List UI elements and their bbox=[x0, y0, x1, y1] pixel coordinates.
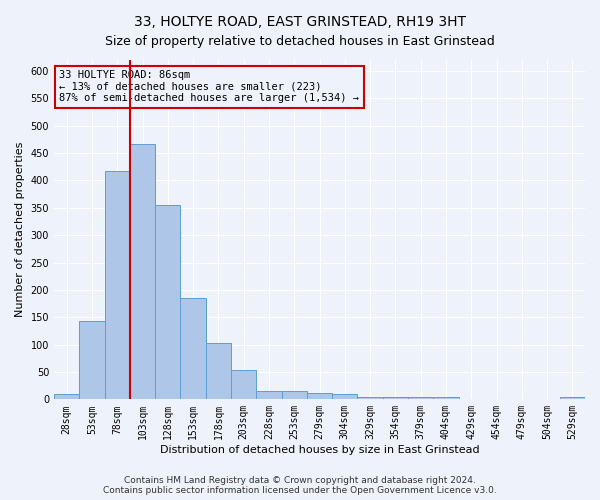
Bar bbox=[54, 394, 79, 400]
Bar bbox=[155, 205, 181, 400]
Bar bbox=[408, 396, 433, 400]
Bar bbox=[130, 144, 155, 400]
Bar bbox=[281, 391, 307, 400]
X-axis label: Distribution of detached houses by size in East Grinstead: Distribution of detached houses by size … bbox=[160, 445, 479, 455]
Bar bbox=[560, 396, 585, 400]
Bar bbox=[307, 393, 332, 400]
Bar bbox=[383, 396, 408, 400]
Bar bbox=[433, 396, 458, 400]
Bar bbox=[206, 343, 231, 400]
Bar bbox=[332, 394, 358, 400]
Text: Size of property relative to detached houses in East Grinstead: Size of property relative to detached ho… bbox=[105, 35, 495, 48]
Bar bbox=[79, 321, 104, 400]
Bar bbox=[104, 171, 130, 400]
Bar bbox=[358, 396, 383, 400]
Bar bbox=[231, 370, 256, 400]
Text: 33, HOLTYE ROAD, EAST GRINSTEAD, RH19 3HT: 33, HOLTYE ROAD, EAST GRINSTEAD, RH19 3H… bbox=[134, 15, 466, 29]
Bar bbox=[181, 298, 206, 400]
Text: Contains HM Land Registry data © Crown copyright and database right 2024.
Contai: Contains HM Land Registry data © Crown c… bbox=[103, 476, 497, 495]
Y-axis label: Number of detached properties: Number of detached properties bbox=[15, 142, 25, 318]
Bar bbox=[256, 390, 281, 400]
Text: 33 HOLTYE ROAD: 86sqm
← 13% of detached houses are smaller (223)
87% of semi-det: 33 HOLTYE ROAD: 86sqm ← 13% of detached … bbox=[59, 70, 359, 103]
